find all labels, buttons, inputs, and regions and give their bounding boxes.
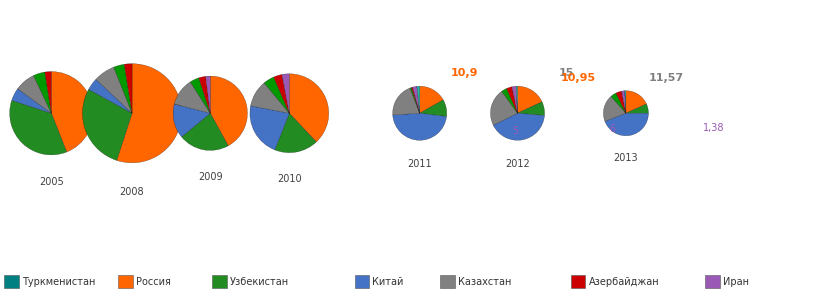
- Wedge shape: [603, 96, 626, 121]
- Text: 2011: 2011: [408, 159, 432, 169]
- Wedge shape: [51, 72, 93, 152]
- Text: 1,38: 1,38: [703, 123, 725, 133]
- Wedge shape: [393, 88, 420, 115]
- Wedge shape: [518, 86, 542, 113]
- Wedge shape: [605, 113, 649, 136]
- Wedge shape: [114, 64, 132, 113]
- Wedge shape: [622, 91, 626, 113]
- Text: 10,95: 10,95: [561, 73, 596, 83]
- Wedge shape: [282, 74, 289, 113]
- Wedge shape: [11, 89, 51, 113]
- Text: 2010: 2010: [277, 174, 302, 184]
- Wedge shape: [289, 74, 328, 142]
- Text: Китай: Китай: [372, 277, 403, 287]
- Wedge shape: [264, 77, 289, 113]
- Wedge shape: [199, 76, 210, 113]
- Wedge shape: [89, 79, 132, 113]
- Wedge shape: [191, 78, 210, 113]
- Wedge shape: [173, 104, 210, 137]
- Text: Казахстан: Казахстан: [458, 277, 511, 287]
- Wedge shape: [507, 87, 518, 113]
- Wedge shape: [412, 87, 420, 113]
- Wedge shape: [182, 113, 228, 150]
- Wedge shape: [82, 89, 132, 160]
- Wedge shape: [33, 72, 51, 113]
- Wedge shape: [174, 82, 210, 113]
- Wedge shape: [205, 76, 210, 113]
- Wedge shape: [117, 64, 182, 163]
- Wedge shape: [420, 86, 443, 113]
- Text: 2008: 2008: [120, 187, 144, 197]
- Text: 2013: 2013: [614, 153, 638, 163]
- Wedge shape: [412, 86, 420, 113]
- Wedge shape: [625, 91, 626, 113]
- Wedge shape: [420, 100, 447, 117]
- Text: 15: 15: [558, 68, 574, 78]
- Wedge shape: [10, 100, 67, 155]
- Wedge shape: [512, 86, 518, 113]
- Text: Россия: Россия: [136, 277, 171, 287]
- Text: 2009: 2009: [198, 172, 222, 181]
- Wedge shape: [491, 91, 518, 125]
- Text: 6: 6: [610, 124, 616, 134]
- Text: 10,9: 10,9: [451, 68, 478, 78]
- Wedge shape: [626, 104, 649, 113]
- Wedge shape: [626, 91, 646, 113]
- Wedge shape: [518, 102, 544, 116]
- Text: Иран: Иран: [723, 277, 749, 287]
- Wedge shape: [516, 86, 518, 113]
- Wedge shape: [417, 86, 420, 113]
- Wedge shape: [393, 113, 447, 140]
- Wedge shape: [124, 64, 132, 113]
- Wedge shape: [250, 83, 289, 113]
- Wedge shape: [493, 113, 544, 140]
- Wedge shape: [210, 76, 248, 146]
- Wedge shape: [275, 113, 316, 153]
- Text: 2005: 2005: [39, 177, 64, 187]
- Text: Туркменистан: Туркменистан: [22, 277, 95, 287]
- Text: 2012: 2012: [505, 159, 530, 169]
- Wedge shape: [45, 72, 51, 113]
- Text: Узбекистан: Узбекистан: [230, 277, 289, 287]
- Text: Азербайджан: Азербайджан: [588, 277, 659, 287]
- Wedge shape: [18, 75, 51, 113]
- Wedge shape: [274, 74, 289, 113]
- Wedge shape: [616, 91, 626, 113]
- Wedge shape: [410, 88, 420, 113]
- Text: 5: 5: [512, 126, 518, 136]
- Wedge shape: [96, 67, 132, 113]
- Wedge shape: [502, 89, 518, 113]
- Wedge shape: [611, 93, 626, 113]
- Wedge shape: [250, 106, 289, 150]
- Text: 11,57: 11,57: [649, 73, 684, 83]
